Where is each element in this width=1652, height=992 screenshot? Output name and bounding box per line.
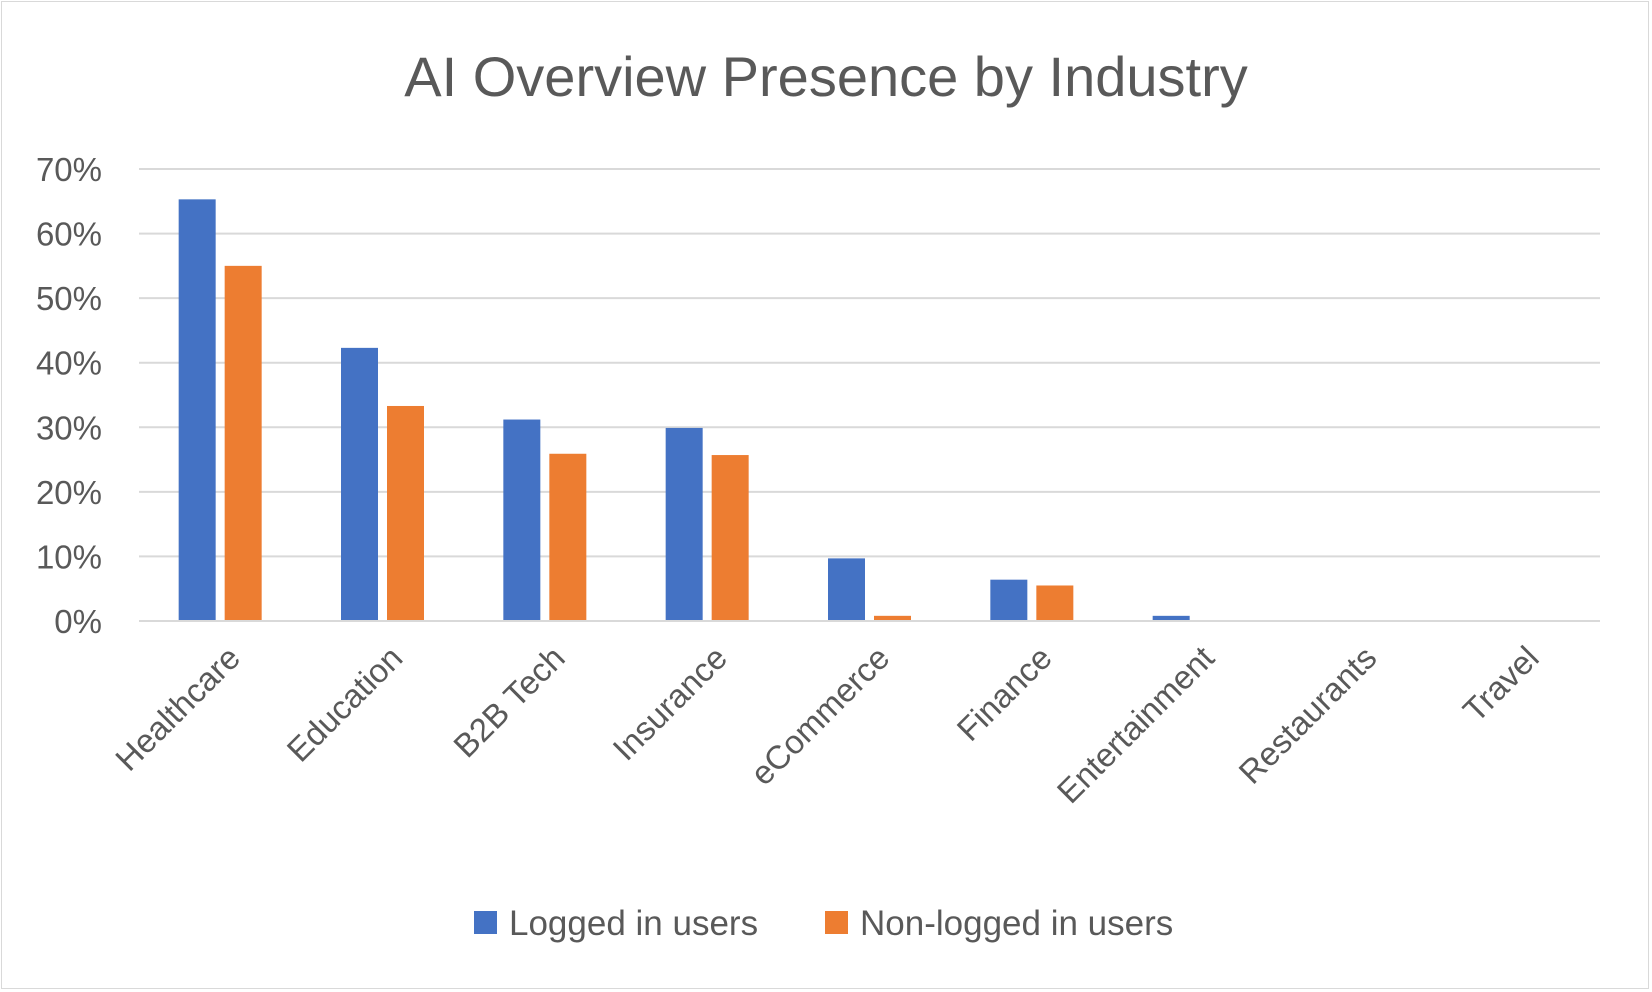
x-tick-label: Finance [950,639,1059,748]
x-tick-label: Restaurants [1231,639,1383,791]
y-tick-label: 20% [36,474,102,511]
y-tick-label: 40% [36,345,102,382]
y-tick-label: 30% [36,409,102,446]
y-tick-label: 0% [54,603,102,640]
x-tick-label: Insurance [605,639,734,768]
x-axis-labels: Healthcare Education B2B Tech Insurance eCom… [108,639,1546,810]
bar-healthcare-logged-in [178,199,216,621]
bar-finance-non-logged-in [1036,585,1074,621]
x-tick-label: Travel [1456,639,1546,729]
y-tick-label: 60% [36,216,102,253]
legend: Logged in users Non-logged in users [474,904,1173,943]
y-tick-label: 70% [36,151,102,188]
bar-ecommerce-non-logged-in [874,615,911,621]
bar-entertainment-logged-in [1152,615,1190,621]
legend-swatch [825,911,848,934]
x-tick-label: Education [279,639,409,769]
legend-label: Logged in users [509,904,758,943]
gridlines [139,168,1600,558]
y-tick-label: 50% [36,280,102,317]
bar-finance-logged-in [990,579,1028,621]
y-axis-ticks: 0% 10% 20% 30% 40% 50% 60% 70% [36,151,102,640]
x-tick-label: B2B Tech [446,639,572,765]
x-tick-label: eCommerce [743,639,896,792]
bar-insurance-logged-in [665,427,703,621]
bar-insurance-non-logged-in [711,455,749,621]
bar-education-logged-in [341,347,378,621]
bar-ecommerce-logged-in [828,558,865,621]
bar-b2b-tech-non-logged-in [549,453,587,621]
legend-label: Non-logged in users [860,904,1173,943]
legend-swatch [474,911,497,934]
bar-healthcare-non-logged-in [224,265,262,621]
bar-b2b-tech-logged-in [503,419,541,621]
bars [178,199,1190,621]
bar-education-non-logged-in [387,405,424,621]
y-tick-label: 10% [36,538,102,575]
chart-title: AI Overview Presence by Industry [404,45,1247,108]
x-tick-label: Healthcare [108,639,247,778]
x-tick-label: Entertainment [1050,639,1221,810]
